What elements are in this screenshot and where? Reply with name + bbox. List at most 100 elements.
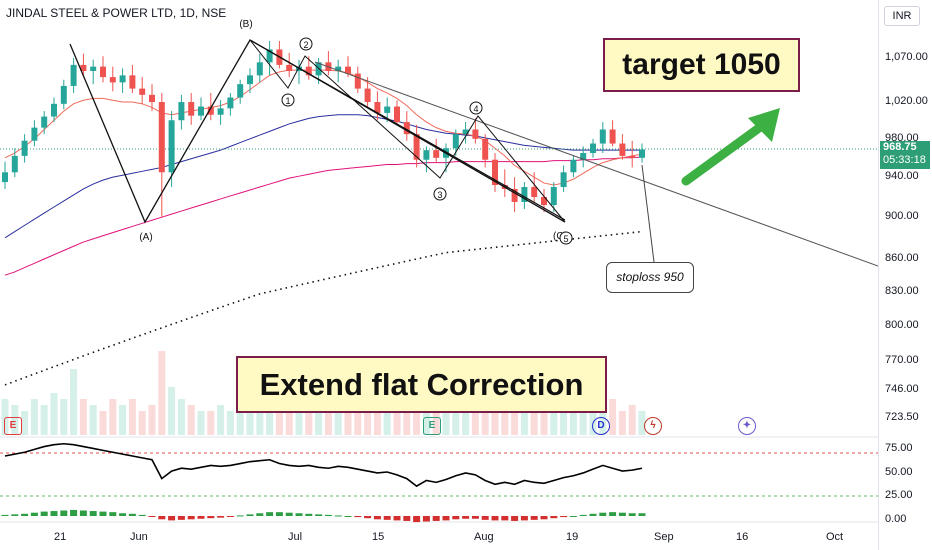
candle-body [31,127,38,141]
macd-bar [618,512,626,516]
chart-title: JINDAL STEEL & POWER LTD, 1D, NSE [6,6,227,20]
volume-bar [256,393,264,435]
macd-bar [530,516,538,520]
macd-bar [334,515,342,517]
rsi-polyline [4,442,643,488]
macd-bar [305,513,313,516]
macd-bar [501,516,509,521]
volume-bar [609,399,617,435]
candle-body [403,122,410,135]
macd-bar [70,509,78,516]
countdown-timer: 05:33:18 [883,154,926,166]
volume-bar [148,405,156,435]
volume-bar [462,411,470,435]
star-event-icon[interactable]: ✦ [738,417,756,435]
volume-bar [432,405,440,435]
volume-bar [491,393,499,435]
volume-bar [550,399,558,435]
macd-bar [236,515,244,517]
candle-body [60,85,67,104]
volume-bar [422,393,430,435]
earnings-marker[interactable]: E [4,417,22,435]
candle-body [139,88,146,95]
macd-bar [324,514,332,516]
wave-label-4: 4 [473,104,478,114]
currency-button[interactable]: INR [884,6,920,26]
target-arrow-head [748,108,780,142]
macd-bar [373,516,381,520]
volume-bar [197,411,205,435]
price-tick-label: 940.00 [885,170,919,183]
time-tick-label: 21 [54,531,67,543]
macd-bar [246,514,254,516]
macd-bar [520,516,528,521]
candle-body [227,97,234,109]
volume-bar [501,399,509,435]
macd-bar [89,511,97,516]
volume-bar [168,387,176,435]
price-axis[interactable] [878,0,932,550]
macd-bar [99,511,107,516]
candle-body [188,102,195,116]
macd-bar [295,513,303,516]
macd-bar [207,516,215,519]
volume-bar [207,411,215,435]
lightning-event-icon[interactable]: ϟ [644,417,662,435]
volume-bar [295,411,303,435]
volume-bar [579,405,587,435]
candle-body [129,75,136,89]
volume-bar [383,405,391,435]
resistance-trendline [314,61,878,267]
macd-bar [432,516,440,521]
macd-bar [109,512,117,516]
candle-body [629,155,636,158]
time-tick-label: Sep [654,531,674,543]
volume-bar [305,411,313,435]
rsi-tick-label: 75.00 [885,442,913,455]
volume-bar [373,393,381,435]
price-chart[interactable]: (B) (A) (C) 1 2 3 4 5 [0,0,878,550]
candle-body [90,66,97,71]
macd-bar [364,516,372,519]
macd-bar [197,516,205,519]
candle-body [570,159,577,173]
wave-label-2: 2 [303,40,308,50]
earnings-marker[interactable]: E [423,417,441,435]
candle-body [413,134,420,160]
macd-bar [315,514,323,516]
stoploss-callout: stoploss 950 [606,262,694,293]
candle-body [560,172,567,188]
rsi-line [4,442,643,488]
macd-bar [285,512,293,516]
volume-bar [30,399,38,435]
candle-body [580,153,587,160]
volume-bar [599,393,607,435]
candle-body [609,129,616,144]
candle-body [335,66,342,71]
wave-label-1: 1 [285,96,290,106]
stoploss-pointer [641,164,655,263]
price-tick-label: 746.00 [885,382,919,395]
candle-body [237,84,244,98]
price-tick-label: 770.00 [885,353,919,366]
candle-body [345,66,351,74]
volume-bar [187,405,195,435]
macd-bar [540,516,548,520]
price-tick-label: 800.00 [885,318,919,331]
ma-long-line [4,156,643,276]
macd-bar [168,516,176,521]
volume-bar [50,393,58,435]
macd-bar [275,512,283,516]
candle-body [492,159,498,186]
candle-body [619,143,626,156]
volume-bar [442,399,450,435]
rsi-tick-label: 50.00 [885,465,913,478]
dividend-marker[interactable]: D [592,417,610,435]
volume-bar [89,405,97,435]
macd-bar [403,516,411,521]
volume-bar [393,411,401,435]
macd-bar [511,516,519,521]
volume-bar [560,405,568,435]
target-arrow [681,115,775,186]
macd-bar [471,516,479,519]
